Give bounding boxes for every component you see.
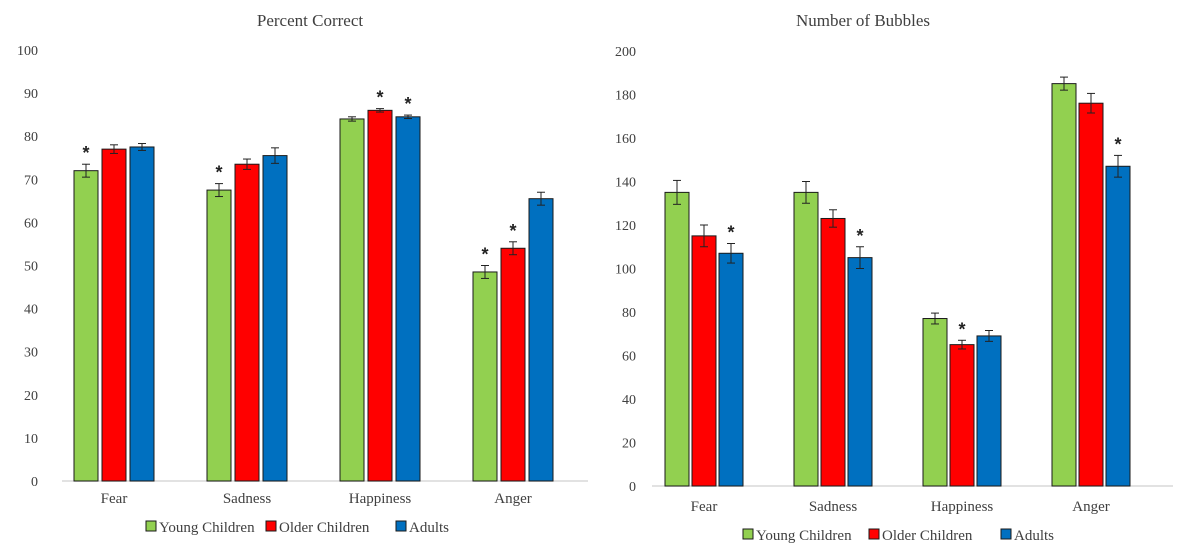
- y-tick-label: 120: [615, 219, 636, 234]
- bar-young-children-anger: [1051, 83, 1077, 487]
- legend-label-adults: Adults: [1014, 528, 1054, 544]
- bar-adults-sadness: [262, 155, 288, 482]
- x-category-label: Anger: [1072, 499, 1110, 515]
- y-tick-label: 80: [622, 306, 636, 321]
- bar-older-children-anger: [1078, 102, 1104, 487]
- legend-swatch-older-children: [868, 528, 880, 540]
- legend-swatch-older-children: [265, 520, 277, 532]
- y-tick-label: 20: [24, 389, 38, 404]
- x-category-label: Fear: [101, 491, 128, 507]
- x-category-label: Sadness: [223, 491, 271, 507]
- x-category-label: Happiness: [931, 499, 994, 515]
- bar-young-children-happiness: [922, 318, 948, 487]
- bar-adults-sadness: [847, 257, 873, 487]
- x-category-label: Happiness: [349, 491, 412, 507]
- legend-label-older-children: Older Children: [279, 520, 370, 536]
- bar-young-children-anger: [472, 271, 498, 482]
- bar-young-children-fear: [664, 191, 690, 487]
- percent-correct-svg: Percent Correct 0 10 20 30 40 50 60 70 80 90 100 * Fe…: [17, 11, 588, 536]
- significance-asterisk: *: [215, 163, 222, 183]
- y-tick-label: 50: [24, 260, 38, 275]
- y-tick-label: 60: [24, 216, 38, 231]
- legend-swatch-adults: [1000, 528, 1012, 540]
- chart-title: Number of Bubbles: [796, 11, 930, 30]
- bar-young-children-fear: [73, 170, 99, 482]
- legend-swatch-adults: [395, 520, 407, 532]
- legend-label-adults: Adults: [409, 520, 449, 536]
- bar-adults-anger: [528, 198, 554, 482]
- y-tick-label: 20: [622, 437, 636, 452]
- number-of-bubbles-svg: Number of Bubbles 0 20 40 60 80 100 120 140 160 18…: [615, 11, 1173, 544]
- bar-older-children-happiness: [367, 109, 393, 482]
- y-tick-label: 70: [24, 173, 38, 188]
- bar-older-children-sadness: [234, 163, 260, 482]
- significance-asterisk: *: [404, 94, 411, 114]
- y-tick-label: 160: [615, 132, 636, 147]
- y-tick-label: 40: [24, 303, 38, 318]
- number-of-bubbles-chart: Number of Bubbles 0 20 40 60 80 100 120 140 160 18…: [588, 0, 1177, 548]
- y-tick-label: 100: [17, 44, 38, 59]
- bar-older-children-fear: [691, 235, 717, 487]
- y-tick-label: 200: [615, 45, 636, 60]
- significance-asterisk: *: [856, 226, 863, 246]
- legend-swatch-young-children: [742, 528, 754, 540]
- bar-young-children-happiness: [339, 118, 365, 482]
- legend-label-young-children: Young Children: [756, 528, 852, 544]
- significance-asterisk: *: [376, 88, 383, 108]
- significance-asterisk: *: [509, 221, 516, 241]
- y-tick-label: 0: [31, 475, 38, 490]
- x-category-label: Fear: [691, 499, 718, 515]
- significance-asterisk: *: [1114, 134, 1121, 154]
- y-tick-label: 90: [24, 87, 38, 102]
- y-tick-label: 40: [622, 393, 636, 408]
- x-category-label: Sadness: [809, 499, 857, 515]
- bar-young-children-sadness: [793, 191, 819, 487]
- bar-older-children-sadness: [820, 217, 846, 487]
- y-tick-label: 140: [615, 176, 636, 191]
- legend-label-older-children: Older Children: [882, 528, 973, 544]
- legend-label-young-children: Young Children: [159, 520, 255, 536]
- bar-adults-anger: [1105, 165, 1131, 487]
- significance-asterisk: *: [82, 143, 89, 163]
- y-tick-label: 80: [24, 130, 38, 145]
- legend-swatch-young-children: [145, 520, 157, 532]
- x-category-label: Anger: [494, 491, 532, 507]
- bar-older-children-anger: [500, 247, 526, 482]
- bar-young-children-sadness: [206, 189, 232, 482]
- y-tick-label: 10: [24, 432, 38, 447]
- bar-older-children-fear: [101, 148, 127, 482]
- bar-adults-fear: [129, 146, 155, 482]
- significance-asterisk: *: [958, 319, 965, 339]
- bar-adults-happiness: [395, 116, 421, 482]
- bar-adults-fear: [718, 252, 744, 487]
- chart-title: Percent Correct: [257, 11, 363, 30]
- y-tick-label: 180: [615, 89, 636, 104]
- significance-asterisk: *: [727, 222, 734, 242]
- y-tick-label: 0: [629, 480, 636, 495]
- y-tick-label: 100: [615, 263, 636, 278]
- significance-asterisk: *: [481, 245, 488, 265]
- percent-correct-chart: Percent Correct 0 10 20 30 40 50 60 70 80 90 100 * Fe…: [0, 0, 590, 548]
- bar-adults-happiness: [976, 335, 1002, 487]
- y-tick-label: 30: [24, 346, 38, 361]
- y-tick-label: 60: [622, 350, 636, 365]
- bar-older-children-happiness: [949, 344, 975, 487]
